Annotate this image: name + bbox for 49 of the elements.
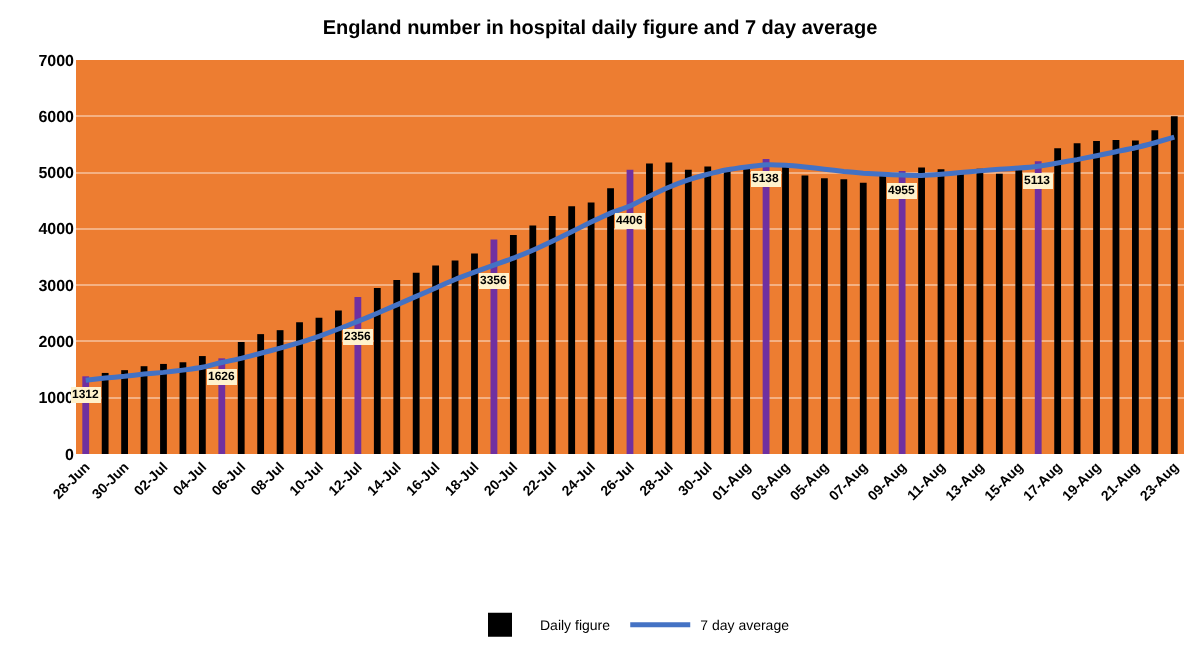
bar (879, 175, 887, 454)
bar (276, 330, 284, 454)
bar (665, 162, 673, 454)
bar (587, 202, 595, 454)
bar (1054, 148, 1062, 454)
y-tick-label: 3000 (38, 276, 76, 295)
bar (568, 206, 576, 454)
chart-title: England number in hospital daily figure and 7 day average (322, 18, 879, 41)
bar (121, 370, 128, 454)
bar (918, 167, 925, 454)
y-tick-label: 5000 (38, 164, 76, 183)
bar (607, 188, 614, 454)
bar (782, 166, 789, 454)
bar (743, 168, 751, 454)
bar (335, 310, 342, 454)
bar (1132, 140, 1139, 454)
bar (393, 280, 401, 454)
bar (704, 166, 712, 454)
bar (160, 363, 167, 454)
bar (1151, 130, 1159, 454)
y-tick-label: 4000 (38, 220, 76, 239)
bar (1170, 116, 1178, 454)
bar (373, 287, 381, 454)
bar (995, 173, 1003, 454)
bar (101, 372, 109, 454)
bar (840, 179, 848, 454)
bar (723, 170, 731, 454)
bar (412, 272, 420, 454)
bar (529, 225, 537, 454)
y-tick-label: 6000 (38, 107, 76, 126)
bar (820, 178, 828, 454)
y-tick-label: 0 (65, 445, 76, 464)
bar (684, 169, 692, 454)
bar (509, 235, 517, 454)
bar (1015, 168, 1023, 454)
bar (548, 215, 556, 454)
bar (257, 334, 265, 454)
bar (646, 163, 653, 454)
bar (237, 342, 245, 454)
bar (859, 182, 867, 454)
y-tick-label: 2000 (38, 333, 76, 352)
y-tick-label: 7000 (38, 51, 76, 70)
line-series (83, 134, 1177, 383)
bar (471, 253, 478, 454)
bar (957, 170, 964, 454)
bar (432, 265, 440, 454)
bar (198, 356, 206, 454)
bar (296, 322, 303, 454)
bar (1093, 141, 1100, 454)
